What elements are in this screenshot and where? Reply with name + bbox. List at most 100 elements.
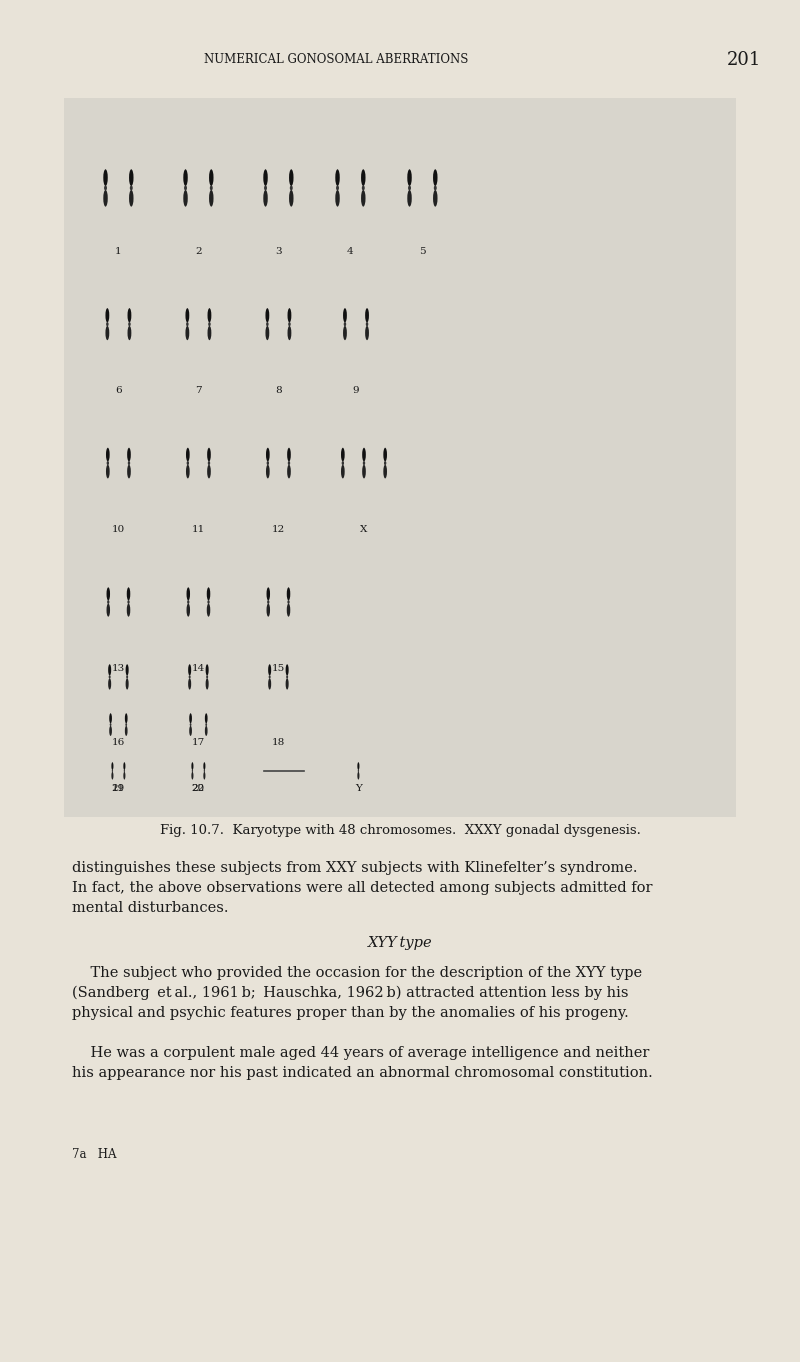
Text: 14: 14 (192, 665, 205, 673)
Ellipse shape (186, 448, 190, 462)
Text: 2: 2 (195, 248, 202, 256)
Ellipse shape (125, 726, 127, 735)
Ellipse shape (206, 665, 209, 676)
Ellipse shape (208, 462, 210, 464)
Text: 21: 21 (112, 785, 125, 793)
Ellipse shape (203, 763, 206, 770)
Ellipse shape (434, 185, 437, 191)
Ellipse shape (206, 676, 208, 678)
Ellipse shape (286, 676, 288, 678)
Ellipse shape (207, 326, 211, 340)
Text: 7: 7 (195, 387, 202, 395)
Ellipse shape (266, 448, 270, 462)
Ellipse shape (206, 723, 207, 726)
Ellipse shape (191, 763, 194, 770)
Ellipse shape (361, 189, 366, 207)
Ellipse shape (191, 772, 194, 779)
Ellipse shape (126, 665, 129, 676)
Text: 12: 12 (272, 526, 285, 534)
Text: 15: 15 (272, 665, 285, 673)
Ellipse shape (127, 326, 131, 340)
Ellipse shape (361, 169, 366, 187)
Ellipse shape (111, 763, 114, 770)
Ellipse shape (269, 676, 270, 678)
Ellipse shape (210, 185, 213, 191)
Ellipse shape (103, 169, 108, 187)
Ellipse shape (365, 308, 369, 323)
Ellipse shape (108, 665, 111, 676)
Ellipse shape (106, 462, 109, 464)
Text: distinguishes these subjects from XXY subjects with Klinefelter’s syndrome.
In f: distinguishes these subjects from XXY su… (72, 861, 653, 915)
Ellipse shape (286, 587, 290, 601)
Ellipse shape (186, 321, 189, 327)
Ellipse shape (186, 603, 190, 617)
Ellipse shape (362, 185, 365, 191)
Ellipse shape (263, 189, 268, 207)
Text: 5: 5 (419, 248, 426, 256)
Text: 7a   HA: 7a HA (72, 1148, 117, 1162)
Text: 11: 11 (192, 526, 205, 534)
Ellipse shape (190, 723, 191, 726)
Ellipse shape (106, 326, 110, 340)
Ellipse shape (206, 678, 209, 689)
Ellipse shape (344, 321, 346, 327)
Text: X: X (360, 526, 368, 534)
Ellipse shape (264, 185, 267, 191)
Ellipse shape (110, 714, 112, 723)
Ellipse shape (268, 678, 271, 689)
Ellipse shape (209, 169, 214, 187)
Ellipse shape (343, 308, 347, 323)
Ellipse shape (290, 185, 293, 191)
Ellipse shape (286, 678, 289, 689)
Ellipse shape (130, 185, 133, 191)
Text: 13: 13 (112, 665, 125, 673)
Text: 20: 20 (192, 785, 205, 793)
Text: He was a corpulent male aged 44 years of average intelligence and neither
his ap: He was a corpulent male aged 44 years of… (72, 1046, 653, 1080)
Ellipse shape (205, 714, 207, 723)
Ellipse shape (288, 462, 290, 464)
Ellipse shape (335, 169, 340, 187)
Text: 19: 19 (112, 785, 125, 793)
Ellipse shape (362, 464, 366, 478)
Ellipse shape (106, 308, 110, 323)
Ellipse shape (186, 464, 190, 478)
Ellipse shape (183, 189, 188, 207)
Ellipse shape (209, 189, 214, 207)
Ellipse shape (287, 464, 291, 478)
Text: 6: 6 (115, 387, 122, 395)
Ellipse shape (266, 464, 270, 478)
Ellipse shape (104, 185, 107, 191)
Ellipse shape (106, 587, 110, 601)
Ellipse shape (206, 603, 210, 617)
Ellipse shape (129, 169, 134, 187)
Ellipse shape (127, 308, 131, 323)
Ellipse shape (208, 321, 210, 327)
Ellipse shape (336, 185, 339, 191)
Text: 8: 8 (275, 387, 282, 395)
Ellipse shape (407, 169, 412, 187)
Ellipse shape (287, 448, 291, 462)
Ellipse shape (187, 601, 190, 603)
Ellipse shape (365, 326, 369, 340)
Text: 22: 22 (192, 785, 205, 793)
Ellipse shape (128, 462, 130, 464)
Ellipse shape (383, 464, 387, 478)
Ellipse shape (268, 665, 271, 676)
Ellipse shape (363, 462, 365, 464)
Ellipse shape (126, 587, 130, 601)
Ellipse shape (112, 770, 113, 772)
Ellipse shape (126, 676, 128, 678)
Ellipse shape (205, 726, 207, 735)
Ellipse shape (127, 464, 131, 478)
Ellipse shape (343, 326, 347, 340)
Ellipse shape (110, 726, 112, 735)
Ellipse shape (108, 678, 111, 689)
Ellipse shape (103, 189, 108, 207)
Ellipse shape (107, 601, 110, 603)
Ellipse shape (362, 448, 366, 462)
Text: 18: 18 (272, 738, 285, 746)
Ellipse shape (192, 770, 193, 772)
Ellipse shape (106, 464, 110, 478)
Ellipse shape (124, 770, 125, 772)
Ellipse shape (183, 169, 188, 187)
